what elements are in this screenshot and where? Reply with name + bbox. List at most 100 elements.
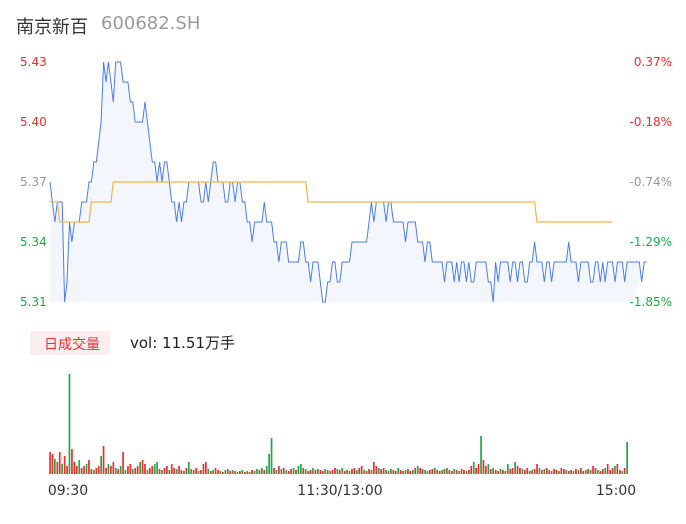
volume-bar (68, 374, 71, 474)
volume-bar (597, 470, 599, 474)
volume-bar (51, 454, 54, 474)
volume-bar (83, 466, 85, 474)
volume-bar (606, 464, 609, 474)
average-line (50, 181, 613, 223)
volume-bar (319, 470, 322, 474)
volume-bar (346, 470, 348, 474)
volume-bar (173, 468, 175, 474)
volume-bar (341, 468, 344, 474)
x-tick-label-1: 11:30/13:00 (297, 483, 382, 499)
volume-bar (231, 470, 234, 474)
volume-bar (463, 470, 465, 474)
volume-bar (212, 470, 214, 474)
volume-bar (192, 470, 195, 474)
volume-bar (392, 470, 395, 474)
volume-bar (97, 466, 100, 474)
volume-bar (302, 468, 305, 474)
volume-bar (329, 471, 331, 474)
y-tick-label-4: 5.31 (20, 295, 47, 309)
volume-bar (511, 468, 514, 474)
volume-bar (321, 471, 324, 474)
volume-bar (448, 470, 451, 474)
volume-bar (314, 470, 317, 474)
volume-bar (100, 456, 102, 474)
volume-tab[interactable]: 日成交量 (30, 331, 110, 355)
volume-bar (253, 471, 256, 474)
volume-bar (429, 470, 431, 474)
volume-bar (336, 469, 339, 474)
volume-bar (380, 469, 382, 474)
volume-bar (197, 471, 200, 474)
volume-bar (375, 466, 378, 474)
volume-bar (207, 469, 210, 474)
volume-bar (246, 471, 249, 474)
volume-bar (370, 470, 373, 474)
volume-bar (409, 471, 412, 474)
y2-tick-label-4: -1.85% (630, 295, 672, 309)
volume-bar (407, 469, 409, 474)
stock-name: 南京新百 (16, 17, 88, 38)
volume-bar (49, 452, 51, 474)
volume-bar (373, 462, 375, 474)
volume-bar (477, 464, 480, 474)
volume-bar (458, 471, 460, 474)
volume-bar (338, 470, 341, 474)
volume-bar (146, 470, 149, 474)
volume-bar (90, 469, 93, 474)
volume-bar (119, 466, 122, 474)
y2-tick-label-2: -0.74% (630, 175, 672, 189)
volume-bar (195, 468, 197, 474)
volume-bar (78, 460, 81, 474)
volume-bar (175, 469, 178, 474)
volume-bar (224, 470, 227, 474)
volume-bar (348, 471, 351, 474)
volume-bar (131, 469, 134, 474)
volume-bar (497, 471, 499, 474)
volume-bar (394, 471, 397, 474)
volume-bar (507, 464, 509, 474)
volume-bar (63, 456, 66, 474)
volume-bar (558, 471, 560, 474)
volume-bar (214, 468, 217, 474)
y2-tick-label-0: 0.37% (634, 55, 672, 69)
volume-bar (451, 471, 453, 474)
volume-bar (85, 464, 88, 474)
price-area (50, 62, 647, 302)
volume-bar (570, 470, 572, 474)
volume-bar (54, 459, 56, 474)
volume-bar (358, 468, 361, 474)
volume-bar (93, 470, 95, 474)
volume-bar (161, 470, 163, 474)
volume-bar (453, 469, 456, 474)
volume-bar (446, 468, 448, 474)
y-tick-label-2: 5.37 (20, 175, 47, 189)
volume-bar (377, 468, 380, 474)
volume-bar (402, 471, 404, 474)
volume-bar (455, 470, 458, 474)
volume-bar (565, 470, 568, 474)
volume-bar (572, 471, 575, 474)
volume-bar (412, 470, 414, 474)
volume-bar (524, 470, 526, 474)
volume-bar (287, 471, 290, 474)
volume-bar (465, 471, 468, 474)
volume-bar (280, 469, 283, 474)
volume-bar (234, 471, 236, 474)
volume-bar (226, 469, 229, 474)
volume-bar (112, 462, 115, 474)
volume-bar (397, 468, 400, 474)
volume-bar (460, 469, 463, 474)
volume-bar (365, 471, 368, 474)
volume-bar (144, 464, 146, 474)
volume-bar (404, 470, 407, 474)
volume-bar (278, 466, 280, 474)
volume-bar (312, 468, 314, 474)
volume-bar (170, 464, 173, 474)
volume-bar (494, 470, 497, 474)
volume-bar (168, 470, 171, 474)
volume-bar (592, 466, 594, 474)
volume-bar (300, 464, 302, 474)
volume-bar (548, 470, 551, 474)
volume-bar (56, 462, 59, 474)
volume-bar (526, 468, 529, 474)
